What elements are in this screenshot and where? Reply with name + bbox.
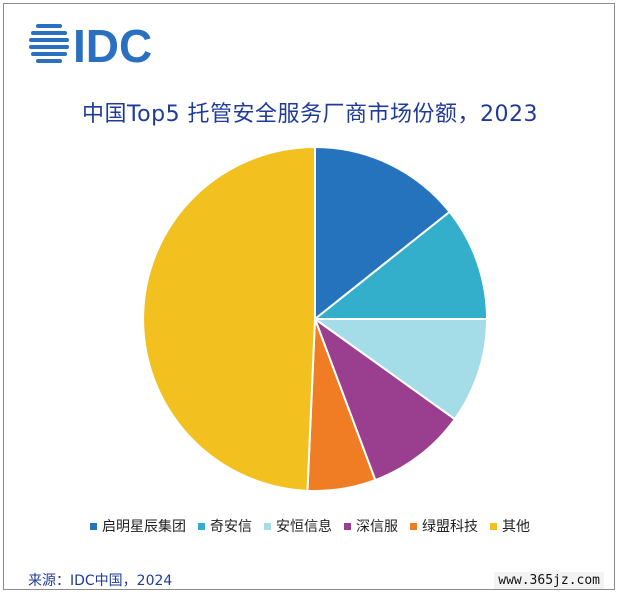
legend-item: 安恒信息: [264, 516, 332, 536]
pie-chart: [142, 145, 489, 492]
legend-swatch: [490, 522, 497, 530]
legend-label: 深信服: [356, 519, 398, 535]
chart-legend: 启明星辰集团 奇安信 安恒信息 深信服 绿盟科技 其他: [4, 516, 616, 536]
legend-label: 启明星辰集团: [102, 519, 186, 535]
legend-item: 绿盟科技: [410, 516, 478, 536]
source-note: 来源：IDC中国，2024: [28, 573, 173, 589]
logo-text: IDC: [73, 20, 152, 66]
legend-swatch: [90, 522, 97, 530]
pie-slices: [142, 145, 489, 492]
legend-swatch: [344, 522, 351, 530]
pie-slice-2: [311, 318, 489, 421]
pie-slice-0: [314, 145, 451, 322]
legend-swatch: [410, 522, 417, 530]
legend-label: 奇安信: [210, 519, 252, 535]
pie-slice-3: [312, 316, 457, 482]
legend-swatch: [198, 522, 205, 530]
legend-label: 绿盟科技: [422, 519, 478, 535]
pie-slice-1: [312, 210, 489, 320]
chart-title: 中国Top5 托管安全服务厂商市场份额，2023: [81, 102, 539, 127]
legend-item: 启明星辰集团: [90, 516, 186, 536]
legend-label: 安恒信息: [276, 519, 332, 535]
figure-frame: IDC 中国Top5 托管安全服务厂商市场份额，2023 启明星辰集团 奇安信 安恒…: [3, 3, 615, 590]
pie-slice-5: [142, 145, 316, 492]
legend-label: 其他: [502, 519, 530, 535]
legend-item: 奇安信: [198, 516, 252, 536]
globe-icon: [29, 24, 69, 63]
idc-logo: IDC: [29, 20, 152, 66]
legend-item: 深信服: [344, 516, 398, 536]
watermark: www.365jz.com: [494, 572, 604, 589]
legend-item: 其他: [490, 516, 530, 536]
legend-swatch: [264, 522, 271, 530]
